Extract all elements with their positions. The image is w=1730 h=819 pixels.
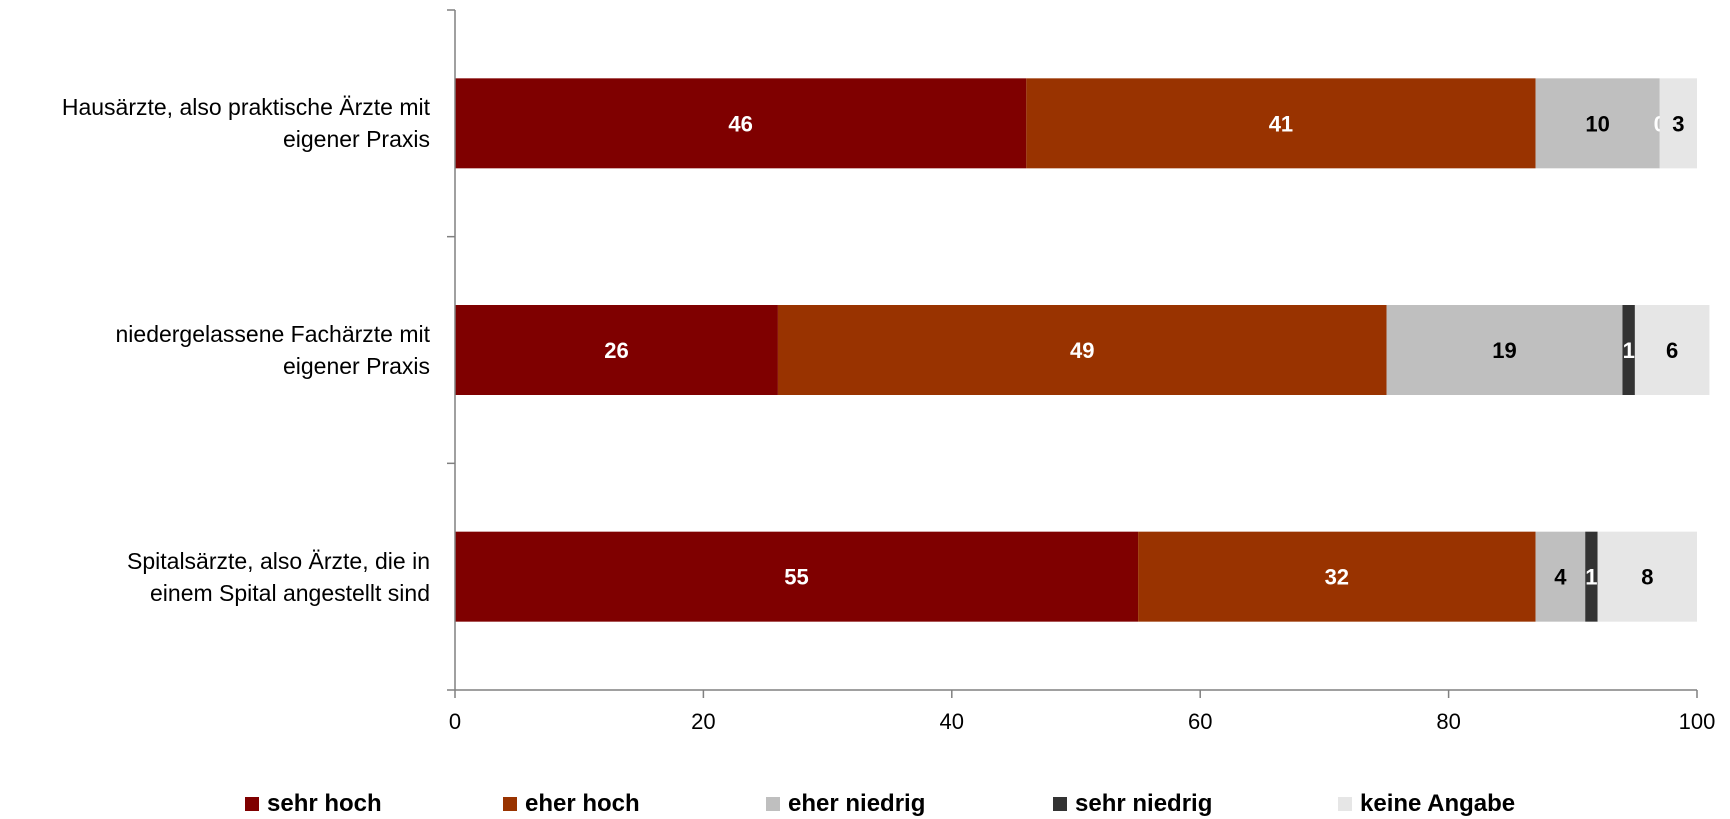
data-label: 41	[1269, 111, 1293, 136]
bar-segment	[1585, 531, 1598, 622]
category-label-spitalsaerzte: Spitalsärzte, also Ärzte, die in einem S…	[127, 547, 430, 606]
x-tick-label: 60	[1188, 709, 1212, 734]
legend-swatch-keine-angabe	[1338, 797, 1352, 811]
data-label: 8	[1641, 565, 1653, 590]
x-tick-label: 100	[1679, 709, 1716, 734]
bar-area: 46411003264919165532418	[455, 78, 1710, 622]
bar-segment	[1535, 78, 1660, 169]
legend-label-keine-angabe: keine Angabe	[1360, 790, 1516, 817]
legend-swatch-sehr-hoch	[245, 797, 259, 811]
legend: sehr hoch eher hoch eher niedrig sehr ni…	[0, 790, 1730, 819]
legend-item-keine-angabe: keine Angabe	[1338, 790, 1515, 818]
bar-segment	[1659, 78, 1697, 169]
legend-item-sehr-hoch: sehr hoch	[245, 790, 382, 818]
bar-segment	[455, 531, 1139, 622]
x-tick-label: 0	[449, 709, 461, 734]
data-label: 46	[728, 111, 752, 136]
data-label: 1	[1623, 338, 1635, 363]
data-label: 19	[1492, 338, 1516, 363]
legend-item-eher-niedrig: eher niedrig	[766, 790, 925, 818]
bar-segment	[777, 305, 1387, 395]
legend-swatch-sehr-niedrig	[1053, 797, 1067, 811]
data-label: 3	[1672, 111, 1684, 136]
x-tick-label: 40	[940, 709, 964, 734]
legend-label-sehr-niedrig: sehr niedrig	[1075, 790, 1213, 817]
axes: 0 20 40 60 80 100	[447, 9, 1716, 734]
legend-label-eher-hoch: eher hoch	[525, 790, 640, 817]
bar-segment	[1597, 531, 1697, 622]
bar-segment	[1138, 531, 1536, 622]
category-label-fachaerzte: niedergelassene Fachärzte mit eigener Pr…	[115, 321, 431, 379]
bar-segment	[1634, 305, 1710, 395]
bar-segment	[455, 78, 1027, 169]
bar-segment	[455, 305, 778, 395]
legend-swatch-eher-hoch	[503, 797, 517, 811]
data-label: 49	[1070, 338, 1094, 363]
bar-segment	[1535, 531, 1586, 622]
data-label: 6	[1666, 338, 1678, 363]
data-label: 10	[1585, 111, 1609, 136]
x-tick-label: 20	[691, 709, 715, 734]
data-label: 4	[1554, 565, 1567, 590]
bar-segment	[1622, 305, 1635, 395]
legend-label-eher-niedrig: eher niedrig	[788, 790, 926, 817]
data-label: 1	[1585, 565, 1597, 590]
data-label: 32	[1325, 565, 1349, 590]
bar-segment	[1386, 305, 1623, 395]
category-label-hausaerzte: Hausärzte, also praktische Ärzte mit eig…	[61, 94, 430, 153]
legend-item-eher-hoch: eher hoch	[503, 790, 640, 818]
x-tick-label: 80	[1436, 709, 1460, 734]
data-label: 55	[784, 565, 808, 590]
legend-item-sehr-niedrig: sehr niedrig	[1053, 790, 1212, 818]
data-label: 26	[604, 338, 628, 363]
legend-swatch-eher-niedrig	[766, 797, 780, 811]
bar-segment	[1026, 78, 1536, 169]
legend-label-sehr-hoch: sehr hoch	[267, 790, 382, 817]
